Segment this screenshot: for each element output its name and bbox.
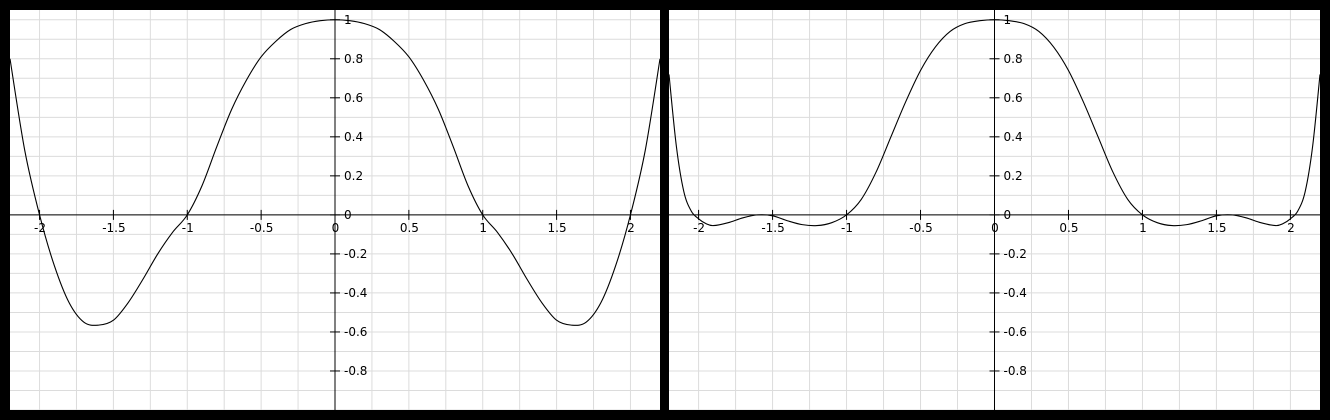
right-y-tick-label: -0.2: [1004, 247, 1027, 261]
left-plot-panel: -2 -1.5 -1 -0.5 0 0.5 1 1.5 2 -0.8 -0.6 -0.4 -0.2 0 0.…: [10, 10, 660, 410]
left-x-tick-label: -2: [34, 221, 46, 235]
right-x-tick-label: 2: [1287, 221, 1295, 235]
right-y-tick-label: 0.4: [1004, 130, 1023, 144]
left-y-tick-label: -0.4: [344, 286, 367, 300]
left-chart: -2 -1.5 -1 -0.5 0 0.5 1 1.5 2 -0.8 -0.6 -0.4 -0.2 0 0.…: [10, 10, 660, 410]
right-y-tick-label: 0.6: [1004, 91, 1023, 105]
left-y-tick-label: 0.6: [344, 91, 363, 105]
left-x-tick-label: 1: [479, 221, 487, 235]
right-x-tick-label: 0: [991, 221, 999, 235]
right-x-tick-label: 1: [1139, 221, 1147, 235]
right-chart: -2 -1.5 -1 -0.5 0 0.5 1 1.5 2 -0.8 -0.6 -0.4 -0.2 0 0.…: [669, 10, 1320, 410]
left-y-tick-label: -0.2: [344, 247, 367, 261]
left-y-tick-label: 0.4: [344, 130, 363, 144]
left-x-tick-label: 2: [627, 221, 635, 235]
right-y-tick-label: -0.8: [1004, 364, 1027, 378]
right-x-tick-label: 0.5: [1059, 221, 1078, 235]
right-y-tick-label: 1: [1004, 13, 1012, 27]
right-y-tick-label: 0.2: [1004, 169, 1023, 183]
right-y-tick-label: 0.8: [1004, 52, 1023, 66]
right-x-tick-label: -0.5: [909, 221, 932, 235]
left-y-tick-label: -0.6: [344, 325, 367, 339]
right-y-tick-label: -0.4: [1004, 286, 1027, 300]
left-x-tick-label: -0.5: [250, 221, 273, 235]
left-y-tick-label: -0.8: [344, 364, 367, 378]
left-y-tick-label: 0.2: [344, 169, 363, 183]
right-x-tick-label: -1.5: [761, 221, 784, 235]
right-y-tick-label: 0: [1004, 208, 1012, 222]
left-x-tick-label: 0.5: [400, 221, 419, 235]
left-x-tick-label: 1.5: [548, 221, 567, 235]
left-y-tick-label: 1: [344, 13, 352, 27]
left-x-tick-label: 0: [332, 221, 340, 235]
left-y-tick-label: 0: [344, 208, 352, 222]
right-x-tick-label: 1.5: [1207, 221, 1226, 235]
right-series-line-0: [669, 19, 1320, 227]
left-series-line-0: [10, 19, 660, 326]
right-x-tick-label: -2: [693, 221, 705, 235]
right-plot-panel: -2 -1.5 -1 -0.5 0 0.5 1 1.5 2 -0.8 -0.6 -0.4 -0.2 0 0.…: [669, 10, 1320, 410]
left-y-tick-label: 0.8: [344, 52, 363, 66]
right-y-tick-label: -0.6: [1004, 325, 1027, 339]
left-x-tick-label: -1: [182, 221, 194, 235]
left-x-tick-label: -1.5: [102, 221, 125, 235]
right-x-tick-label: -1: [841, 221, 853, 235]
